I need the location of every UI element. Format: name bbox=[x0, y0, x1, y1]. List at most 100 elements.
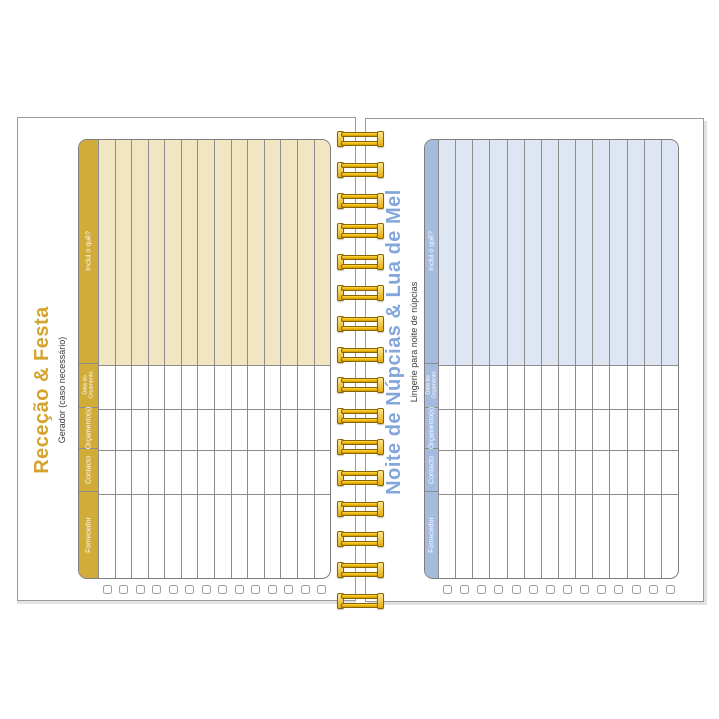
spiral-binding bbox=[337, 131, 384, 609]
checkbox bbox=[168, 584, 178, 594]
right-page: Noite de Núpcias & Lua de Mel Lingerie p… bbox=[365, 118, 704, 602]
left-header-label-inclui-o-que: Inclui o quê? bbox=[85, 231, 92, 272]
left-grid-cols bbox=[99, 140, 330, 578]
wire-loop bbox=[337, 562, 384, 579]
wire-bar bbox=[341, 347, 380, 353]
table-column bbox=[298, 140, 315, 578]
wire-bar bbox=[341, 501, 380, 507]
table-column bbox=[662, 140, 678, 578]
wire-loop bbox=[337, 192, 384, 209]
right-header-cell-data-do-orcamento: Data do Orçamento bbox=[425, 364, 438, 408]
left-header-label-orcamentos: Orçamento(s) bbox=[85, 406, 92, 450]
wire-loop bbox=[337, 377, 384, 394]
wire-bar bbox=[341, 387, 380, 393]
wire-bar bbox=[341, 285, 380, 291]
table-column bbox=[645, 140, 662, 578]
left-page-title-block: Receção & Festa Gerador (caso necessário… bbox=[27, 240, 71, 540]
wire-bar bbox=[341, 479, 380, 485]
wire-bar bbox=[341, 141, 380, 146]
table-column bbox=[281, 140, 298, 578]
wire-bar bbox=[341, 316, 380, 322]
checkbox bbox=[185, 584, 195, 594]
checkbox bbox=[648, 584, 658, 594]
wire-bar bbox=[341, 563, 380, 569]
left-header-cell-fornecedor: Fornecedor bbox=[79, 492, 98, 578]
right-header-cell-contacto: Contacto bbox=[425, 449, 438, 493]
wire-bar bbox=[341, 132, 380, 137]
table-column bbox=[593, 140, 611, 578]
checkbox bbox=[494, 584, 504, 594]
checkbox bbox=[201, 584, 211, 594]
checkbox bbox=[443, 584, 453, 594]
right-table: Inclui o quê? Data do Orçamento Orçament… bbox=[424, 139, 679, 579]
checkbox bbox=[563, 584, 573, 594]
right-table-grid bbox=[439, 140, 678, 578]
wire-bar bbox=[341, 510, 380, 516]
wire-loop bbox=[337, 131, 384, 147]
left-page-title: Receção & Festa bbox=[31, 306, 53, 474]
right-grid-cols bbox=[439, 140, 678, 578]
wire-bar bbox=[341, 602, 380, 608]
right-table-header-strip: Inclui o quê? Data do Orçamento Orçament… bbox=[425, 140, 439, 578]
wire-loop bbox=[337, 223, 384, 240]
wire-loop bbox=[337, 500, 384, 517]
wire-bar bbox=[341, 532, 380, 538]
checkbox bbox=[300, 584, 310, 594]
checkbox bbox=[234, 584, 244, 594]
right-page-title-block: Noite de Núpcias & Lua de Mel Lingerie p… bbox=[379, 172, 423, 512]
checkbox bbox=[317, 584, 327, 594]
wire-loop bbox=[337, 254, 384, 271]
right-page-subtitle: Lingerie para noite de núpcias bbox=[409, 281, 419, 403]
wire-bar bbox=[341, 325, 380, 331]
table-column bbox=[610, 140, 628, 578]
table-column bbox=[542, 140, 559, 578]
checkbox bbox=[631, 584, 641, 594]
right-header-cell-orcamentos: Orçamento(s) bbox=[425, 406, 438, 449]
left-header-label-data-do-orcamento: Data do Orçamento bbox=[82, 371, 95, 399]
wire-bar bbox=[341, 541, 380, 547]
wire-bar bbox=[341, 294, 380, 300]
wire-bar bbox=[341, 233, 380, 239]
wire-loop bbox=[337, 531, 384, 548]
table-column bbox=[456, 140, 474, 578]
left-header-cell-inclui-o-que: Inclui o quê? bbox=[79, 140, 98, 364]
table-column bbox=[473, 140, 491, 578]
wire-bar bbox=[341, 418, 380, 424]
checkbox bbox=[135, 584, 145, 594]
wire-loop bbox=[337, 469, 384, 486]
table-column bbox=[490, 140, 508, 578]
checkbox bbox=[460, 584, 470, 594]
table-column bbox=[232, 140, 249, 578]
wire-loop bbox=[337, 438, 384, 455]
left-header-cell-data-do-orcamento: Data do Orçamento bbox=[79, 364, 98, 408]
wire-bar bbox=[341, 255, 380, 261]
left-header-label-contacto: Contacto bbox=[85, 455, 92, 484]
table-column bbox=[198, 140, 216, 578]
wire-loop bbox=[337, 592, 384, 609]
wire-bar bbox=[341, 162, 380, 168]
right-header-label-fornecedor: Fornecedor bbox=[428, 517, 435, 554]
wire-bar bbox=[341, 264, 380, 270]
checkbox bbox=[580, 584, 590, 594]
wire-loop bbox=[337, 161, 384, 178]
right-header-cell-inclui-o-que: Inclui o quê? bbox=[425, 140, 438, 364]
wire-bar bbox=[341, 439, 380, 445]
table-column bbox=[315, 140, 330, 578]
checkbox bbox=[665, 584, 675, 594]
right-header-label-inclui-o-que: Inclui o quê? bbox=[428, 231, 435, 272]
table-column bbox=[265, 140, 282, 578]
table-column bbox=[215, 140, 232, 578]
checkbox bbox=[477, 584, 487, 594]
left-table-grid bbox=[99, 140, 330, 578]
checkbox bbox=[102, 584, 112, 594]
wire-loop bbox=[337, 315, 384, 332]
wire-loop bbox=[337, 408, 384, 425]
left-page-subtitle: Gerador (caso necessário) bbox=[57, 336, 67, 444]
checkbox bbox=[511, 584, 521, 594]
table-column bbox=[116, 140, 133, 578]
wire-bar bbox=[341, 193, 380, 199]
left-table-header-strip: Inclui o quê? Data do Orçamento Orçament… bbox=[79, 140, 99, 578]
wire-bar bbox=[341, 470, 380, 476]
checkbox bbox=[545, 584, 555, 594]
